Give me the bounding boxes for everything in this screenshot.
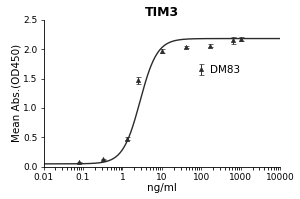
X-axis label: ng/ml: ng/ml bbox=[147, 183, 177, 193]
Y-axis label: Mean Abs.(OD450): Mean Abs.(OD450) bbox=[12, 44, 22, 142]
Legend: DM83: DM83 bbox=[190, 61, 244, 79]
Title: TIM3: TIM3 bbox=[145, 6, 179, 19]
